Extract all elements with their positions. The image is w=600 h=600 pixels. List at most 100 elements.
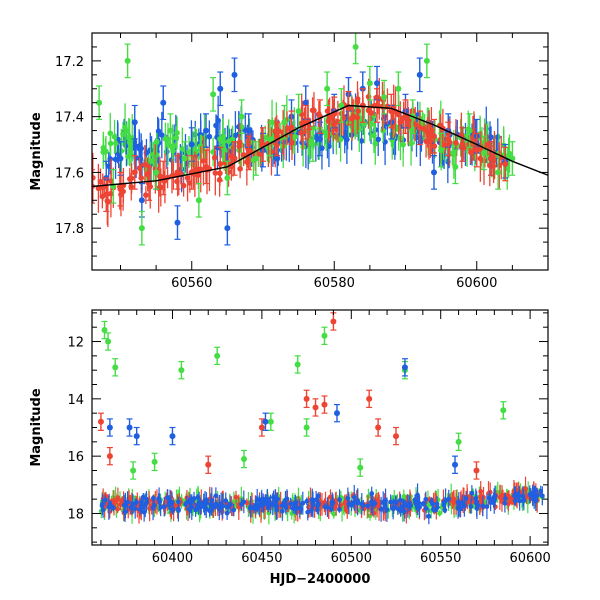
green-data-point	[112, 364, 119, 371]
blue-point	[315, 493, 321, 499]
red-point	[95, 185, 102, 192]
blue-point	[170, 507, 176, 512]
green-data-point	[124, 57, 131, 64]
x-tick-label: 60560	[171, 276, 212, 291]
red-data-point	[330, 318, 337, 325]
blue-point	[188, 504, 194, 510]
plot-frame	[91, 32, 549, 271]
red-point	[477, 498, 483, 504]
green-data-point	[303, 424, 310, 431]
red-point	[184, 175, 191, 181]
blue-data-point	[217, 85, 224, 92]
blue-point	[265, 497, 270, 502]
green-data-point	[480, 149, 487, 156]
red-point	[412, 121, 419, 127]
blue-point	[142, 502, 148, 508]
red-data-point	[416, 124, 423, 131]
red-data-point	[488, 155, 494, 162]
blue-point	[204, 500, 210, 506]
red-point	[200, 158, 207, 164]
green-point	[225, 138, 232, 145]
blue-data-point	[416, 71, 423, 78]
x-tick-label: 60500	[331, 551, 372, 566]
green-data-point	[452, 163, 459, 170]
blue-point	[212, 502, 218, 508]
y-axis-label: Magnitude	[29, 112, 44, 191]
red-point	[309, 107, 316, 114]
x-axis-label: HJD−2400000	[270, 572, 371, 587]
red-data-point	[445, 135, 452, 142]
green-data-point	[252, 155, 259, 162]
y-tick-label: 16	[67, 450, 84, 465]
red-point	[138, 175, 145, 181]
blue-point	[309, 508, 314, 514]
blue-data-point	[401, 364, 408, 371]
green-data-point	[238, 113, 245, 120]
red-data-point	[288, 124, 295, 131]
top-panel: 60560 60580 60600 17.2 17.4 17.6 17.8 Magnitude	[29, 32, 549, 291]
red-point	[240, 152, 247, 158]
green-data-point	[210, 91, 217, 98]
blue-point	[247, 505, 253, 511]
red-point	[115, 506, 120, 512]
blue-point	[398, 508, 404, 514]
blue-point	[158, 505, 164, 510]
green-data-point	[357, 464, 364, 471]
red-data-point	[258, 424, 265, 431]
blue-point	[215, 117, 221, 124]
red-data-point	[117, 186, 124, 193]
blue-point	[329, 502, 335, 507]
blue-point	[279, 503, 285, 508]
blue-point	[539, 493, 545, 499]
red-point	[104, 198, 111, 204]
blue-point	[393, 499, 399, 505]
blue-point	[100, 507, 106, 513]
blue-point	[165, 495, 171, 500]
green-point	[408, 140, 414, 147]
red-point	[197, 166, 204, 173]
blue-point	[128, 505, 134, 510]
blue-point	[337, 497, 342, 502]
blue-data-point	[174, 219, 181, 226]
blue-point	[159, 132, 165, 138]
red-series	[97, 312, 480, 480]
blue-data-point	[231, 71, 238, 78]
blue-data-point	[374, 80, 380, 87]
red-data-point	[502, 161, 509, 168]
green-data-point	[101, 327, 108, 334]
red-data-point	[312, 404, 319, 411]
green-point	[449, 150, 456, 157]
blue-data-point	[131, 119, 138, 126]
green-data-point	[241, 456, 247, 463]
red-data-point	[473, 467, 480, 474]
red-data-point	[103, 191, 110, 198]
x-tick-label: 60580	[314, 276, 355, 291]
red-data-point	[203, 163, 209, 170]
green-data-point	[105, 338, 112, 345]
green-point	[179, 146, 186, 152]
blue-point	[516, 493, 522, 499]
green-point	[174, 130, 180, 136]
green-point	[107, 140, 114, 147]
blue-point	[423, 506, 429, 511]
blue-point	[209, 497, 215, 503]
blue-point	[224, 510, 230, 516]
blue-point	[378, 506, 384, 512]
blue-point	[480, 503, 486, 509]
blue-point	[166, 502, 172, 508]
blue-point	[208, 508, 214, 514]
green-data-point	[267, 418, 274, 425]
blue-point	[494, 134, 501, 140]
green-point	[173, 134, 180, 141]
green-point	[262, 134, 268, 141]
green-data-point	[153, 169, 160, 176]
red-data-point	[431, 133, 437, 140]
green-data-point	[178, 367, 185, 374]
blue-point	[218, 501, 224, 507]
y-tick-label: 14	[67, 393, 84, 408]
blue-point	[365, 503, 371, 509]
green-point	[153, 138, 160, 145]
y-tick-label: 17.6	[55, 166, 84, 181]
red-point	[335, 118, 341, 125]
red-data-point	[217, 161, 224, 168]
